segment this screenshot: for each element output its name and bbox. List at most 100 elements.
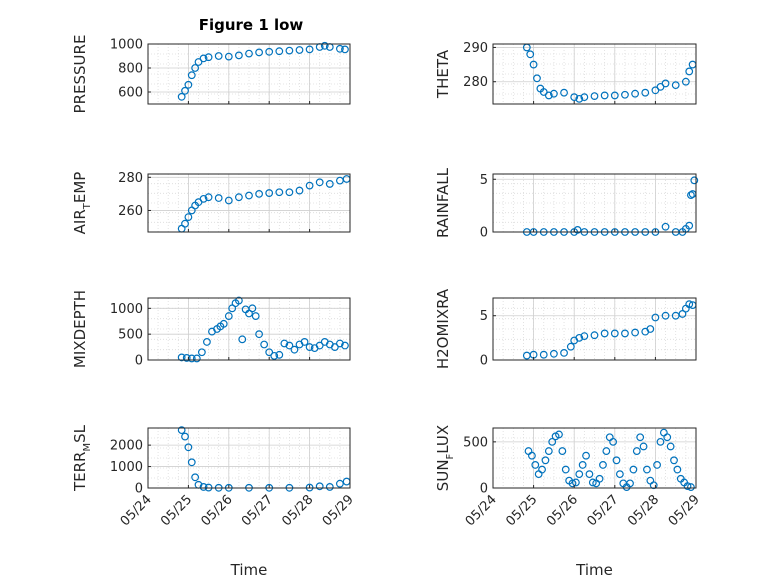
data-point [639, 442, 648, 451]
axes-frame [147, 43, 351, 105]
data-point [330, 343, 339, 351]
data-point [631, 328, 639, 337]
data-point [590, 92, 599, 101]
subplot-h2omixra: 0 5 H2OMIXRA [434, 288, 697, 369]
data-point [295, 186, 304, 195]
subplot-air_temp: 260 280 AIRTEMP [71, 171, 351, 234]
data-point [315, 482, 324, 491]
data-point [600, 91, 609, 100]
data-point [245, 49, 253, 58]
axes-frame [147, 173, 351, 233]
data-point [275, 188, 284, 197]
x-tick-label: 05/25 [503, 492, 540, 529]
series-mixdepth [177, 296, 349, 363]
data-point [184, 443, 193, 452]
subplot-pressure: 600 800 1000 PRESSURE [71, 35, 351, 114]
data-point [550, 89, 558, 98]
data-point [653, 461, 661, 469]
y-axis-label: RAINFALL [434, 167, 452, 238]
data-point [670, 456, 678, 465]
series-h2omixra [522, 300, 697, 360]
data-point [315, 341, 324, 350]
data-point [199, 483, 208, 491]
data-point [671, 81, 680, 90]
x-tick-label: 05/29 [666, 492, 703, 529]
data-point [685, 300, 694, 309]
data-point [571, 478, 580, 487]
axes-frame [492, 427, 697, 489]
grid [147, 428, 351, 489]
y-axis-label: SUNFLUX [434, 425, 456, 491]
y-tick-label: 0 [135, 354, 143, 369]
x-axis-label: Time [575, 561, 613, 579]
y-tick-label: 260 [118, 204, 143, 219]
data-point [661, 222, 670, 231]
data-point [568, 479, 577, 488]
data-point [626, 479, 634, 488]
series-pressure [177, 41, 349, 101]
subplot-grid: 600 800 1000 PRESSURE 280 290 THETA 260 280 AIRTE… [71, 35, 703, 579]
axes-frame [492, 297, 697, 361]
data-point [238, 335, 247, 344]
data-point [685, 221, 694, 230]
data-point [610, 91, 619, 100]
data-point [590, 331, 599, 340]
data-point [528, 451, 536, 460]
data-point [199, 54, 208, 63]
data-point [555, 430, 563, 439]
data-point [678, 310, 687, 318]
data-point [275, 47, 284, 56]
data-point [234, 193, 243, 202]
data-point [255, 330, 264, 339]
data-point [643, 465, 651, 474]
figure-title: Figure 1 low [199, 16, 304, 34]
y-axis-label: TERRMSL [71, 424, 93, 492]
data-point [224, 52, 233, 61]
data-point [341, 341, 349, 350]
data-point [687, 191, 695, 199]
data-point [629, 465, 638, 474]
x-tick-label: 05/27 [585, 492, 622, 529]
data-point [649, 481, 658, 490]
data-point [305, 343, 314, 351]
data-point [305, 45, 314, 54]
series-sun_flux [524, 428, 695, 491]
data-point [300, 338, 309, 346]
data-point [285, 341, 294, 350]
data-point [636, 433, 645, 442]
data-point [187, 458, 196, 467]
data-point [270, 351, 279, 360]
data-point [560, 88, 568, 97]
data-point [544, 91, 553, 100]
data-point [531, 461, 540, 469]
data-point [182, 354, 191, 362]
data-point [234, 296, 243, 305]
data-point [578, 461, 587, 469]
axes-frame [492, 43, 697, 105]
data-point [526, 50, 535, 59]
x-tick-label: 05/27 [239, 492, 276, 529]
x-tick-label: 05/26 [199, 492, 236, 529]
data-point [191, 64, 200, 72]
data-point [305, 181, 314, 190]
data-point [275, 350, 284, 359]
data-point [177, 353, 186, 362]
data-point [544, 447, 553, 455]
x-tick-label: 05/24 [118, 492, 155, 529]
data-point [203, 338, 211, 346]
y-tick-label: 0 [480, 354, 488, 369]
data-point [265, 47, 274, 56]
data-point [325, 180, 334, 188]
y-axis-label: PRESSURE [71, 35, 89, 114]
data-point [191, 473, 200, 482]
data-point [561, 465, 570, 474]
data-point [192, 354, 201, 363]
y-tick-label: 1000 [110, 38, 143, 53]
data-point [280, 339, 289, 348]
data-point [580, 332, 589, 340]
axes-frame [147, 427, 351, 489]
data-point [245, 191, 253, 200]
y-axis-label: MIXDEPTH [71, 290, 89, 368]
grid [147, 174, 351, 232]
data-point [181, 432, 189, 441]
